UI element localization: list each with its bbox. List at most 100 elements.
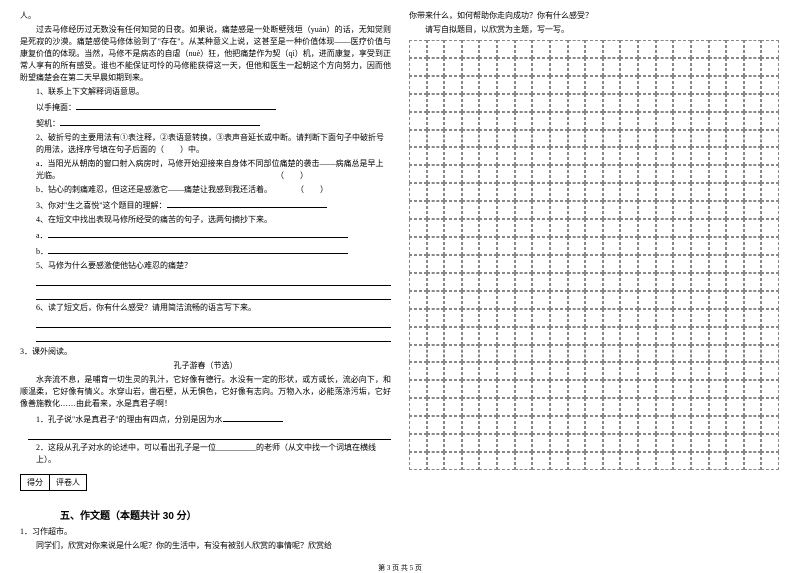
grid-cell[interactable] <box>603 147 621 165</box>
grid-cell[interactable] <box>691 255 709 273</box>
grid-cell[interactable] <box>620 309 638 327</box>
grid-cell[interactable] <box>620 345 638 363</box>
grid-cell[interactable] <box>726 183 744 201</box>
grid-cell[interactable] <box>550 452 568 470</box>
grid-cell[interactable] <box>638 40 656 58</box>
grid-cell[interactable] <box>409 112 427 130</box>
grid-cell[interactable] <box>497 416 515 434</box>
grid-cell[interactable] <box>585 76 603 94</box>
grid-cell[interactable] <box>444 130 462 148</box>
grid-cell[interactable] <box>709 219 727 237</box>
grid-cell[interactable] <box>620 327 638 345</box>
grid-cell[interactable] <box>603 165 621 183</box>
grid-cell[interactable] <box>744 58 762 76</box>
grid-cell[interactable] <box>761 380 779 398</box>
grid-cell[interactable] <box>656 291 674 309</box>
grid-cell[interactable] <box>409 165 427 183</box>
grid-cell[interactable] <box>444 362 462 380</box>
grid-cell[interactable] <box>427 40 445 58</box>
grid-cell[interactable] <box>497 183 515 201</box>
grid-cell[interactable] <box>744 183 762 201</box>
grid-cell[interactable] <box>444 183 462 201</box>
grid-cell[interactable] <box>427 58 445 76</box>
grid-cell[interactable] <box>532 201 550 219</box>
grid-cell[interactable] <box>497 165 515 183</box>
grid-cell[interactable] <box>656 309 674 327</box>
grid-cell[interactable] <box>603 416 621 434</box>
grid-cell[interactable] <box>761 398 779 416</box>
grid-cell[interactable] <box>532 416 550 434</box>
grid-cell[interactable] <box>620 219 638 237</box>
grid-cell[interactable] <box>603 273 621 291</box>
grid-cell[interactable] <box>409 362 427 380</box>
grid-cell[interactable] <box>568 147 586 165</box>
grid-cell[interactable] <box>638 327 656 345</box>
grid-cell[interactable] <box>462 40 480 58</box>
grid-cell[interactable] <box>532 183 550 201</box>
grid-cell[interactable] <box>497 201 515 219</box>
grid-cell[interactable] <box>726 291 744 309</box>
grid-cell[interactable] <box>620 147 638 165</box>
grid-cell[interactable] <box>532 291 550 309</box>
grid-cell[interactable] <box>462 147 480 165</box>
grid-cell[interactable] <box>761 147 779 165</box>
grid-cell[interactable] <box>427 362 445 380</box>
grid-cell[interactable] <box>462 255 480 273</box>
grid-cell[interactable] <box>656 345 674 363</box>
grid-cell[interactable] <box>656 362 674 380</box>
grid-cell[interactable] <box>409 309 427 327</box>
grid-cell[interactable] <box>744 130 762 148</box>
grid-cell[interactable] <box>532 237 550 255</box>
answer-blank-long[interactable] <box>36 330 391 342</box>
grid-cell[interactable] <box>568 345 586 363</box>
grid-cell[interactable] <box>726 237 744 255</box>
grid-cell[interactable] <box>550 434 568 452</box>
grid-cell[interactable] <box>726 380 744 398</box>
grid-cell[interactable] <box>726 112 744 130</box>
grid-cell[interactable] <box>479 183 497 201</box>
grid-cell[interactable] <box>427 219 445 237</box>
grid-cell[interactable] <box>761 273 779 291</box>
grid-cell[interactable] <box>744 416 762 434</box>
grid-cell[interactable] <box>515 58 533 76</box>
grid-cell[interactable] <box>585 183 603 201</box>
grid-cell[interactable] <box>673 165 691 183</box>
grid-cell[interactable] <box>515 130 533 148</box>
grid-cell[interactable] <box>673 291 691 309</box>
grid-cell[interactable] <box>585 219 603 237</box>
grid-cell[interactable] <box>620 237 638 255</box>
grid-cell[interactable] <box>638 201 656 219</box>
grid-cell[interactable] <box>673 327 691 345</box>
grid-cell[interactable] <box>532 219 550 237</box>
grid-cell[interactable] <box>709 147 727 165</box>
grid-cell[interactable] <box>409 147 427 165</box>
grid-cell[interactable] <box>427 130 445 148</box>
grid-cell[interactable] <box>638 452 656 470</box>
grid-cell[interactable] <box>462 112 480 130</box>
grid-cell[interactable] <box>409 237 427 255</box>
grid-cell[interactable] <box>638 237 656 255</box>
grid-cell[interactable] <box>479 416 497 434</box>
grid-cell[interactable] <box>568 362 586 380</box>
grid-cell[interactable] <box>620 255 638 273</box>
grid-cell[interactable] <box>462 380 480 398</box>
grid-cell[interactable] <box>568 40 586 58</box>
grid-cell[interactable] <box>709 255 727 273</box>
grid-cell[interactable] <box>744 112 762 130</box>
grid-cell[interactable] <box>691 398 709 416</box>
grid-cell[interactable] <box>691 345 709 363</box>
grid-cell[interactable] <box>532 309 550 327</box>
grid-cell[interactable] <box>515 201 533 219</box>
grid-cell[interactable] <box>532 362 550 380</box>
grid-cell[interactable] <box>656 112 674 130</box>
grid-cell[interactable] <box>444 147 462 165</box>
grid-cell[interactable] <box>744 40 762 58</box>
grid-cell[interactable] <box>673 183 691 201</box>
grid-cell[interactable] <box>726 362 744 380</box>
grid-cell[interactable] <box>585 165 603 183</box>
grid-cell[interactable] <box>638 345 656 363</box>
grid-cell[interactable] <box>603 201 621 219</box>
grid-cell[interactable] <box>515 327 533 345</box>
grid-cell[interactable] <box>515 94 533 112</box>
grid-cell[interactable] <box>744 201 762 219</box>
